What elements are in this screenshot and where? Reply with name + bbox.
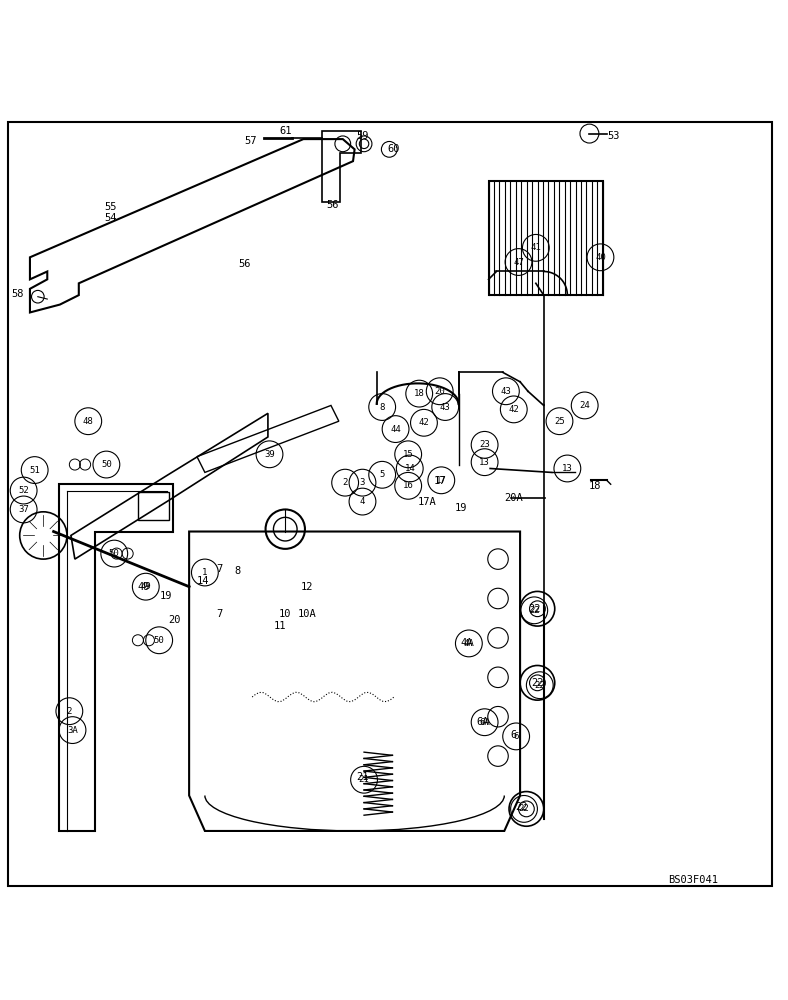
- Text: 61: 61: [279, 126, 292, 136]
- Text: 21: 21: [359, 775, 370, 784]
- Text: 53: 53: [607, 131, 619, 141]
- Text: 56: 56: [326, 200, 339, 210]
- Text: 2: 2: [67, 707, 72, 716]
- Text: 43: 43: [500, 387, 511, 396]
- Text: 2: 2: [343, 478, 348, 487]
- Text: 49: 49: [140, 582, 151, 591]
- Text: 56: 56: [238, 259, 251, 269]
- Text: 12: 12: [301, 582, 314, 592]
- Text: 52: 52: [18, 486, 29, 495]
- Text: 15: 15: [403, 450, 414, 459]
- Text: 58: 58: [11, 289, 24, 299]
- Text: 4A: 4A: [460, 638, 473, 648]
- Text: 59: 59: [356, 131, 369, 141]
- Text: 1: 1: [203, 568, 207, 577]
- Text: 13: 13: [479, 458, 490, 467]
- Text: 18: 18: [414, 389, 425, 398]
- Text: 22: 22: [519, 804, 530, 813]
- Text: 14: 14: [404, 464, 415, 473]
- Text: 11: 11: [273, 621, 286, 631]
- Text: 10: 10: [279, 609, 292, 619]
- Text: 7: 7: [216, 564, 222, 574]
- Text: 50: 50: [154, 636, 165, 645]
- Text: 42: 42: [418, 418, 429, 427]
- Text: 6A: 6A: [476, 717, 489, 727]
- Text: 43: 43: [440, 403, 451, 412]
- Text: 13: 13: [562, 464, 573, 473]
- Text: 41: 41: [530, 243, 541, 252]
- Text: 37: 37: [18, 505, 29, 514]
- Text: 17: 17: [433, 476, 446, 486]
- Text: 14: 14: [197, 576, 210, 586]
- Text: 5: 5: [380, 470, 385, 479]
- Text: 24: 24: [579, 401, 590, 410]
- Text: 6: 6: [511, 730, 517, 740]
- Text: 17: 17: [436, 476, 447, 485]
- Text: 50: 50: [101, 460, 112, 469]
- Text: 3: 3: [360, 478, 365, 487]
- Text: 22: 22: [529, 606, 540, 615]
- Text: 40: 40: [595, 253, 606, 262]
- Text: 4: 4: [360, 497, 365, 506]
- Text: 8: 8: [235, 566, 241, 576]
- Text: 23: 23: [479, 440, 490, 449]
- Text: 22: 22: [515, 802, 528, 812]
- Text: 39: 39: [264, 450, 275, 459]
- Text: 50: 50: [109, 549, 120, 558]
- Text: 16: 16: [403, 481, 414, 490]
- Text: 48: 48: [83, 417, 94, 426]
- Text: 42: 42: [508, 405, 519, 414]
- Text: 19: 19: [159, 591, 172, 601]
- Text: 54: 54: [104, 213, 117, 223]
- Text: 47: 47: [513, 258, 524, 267]
- Text: 22: 22: [534, 681, 545, 690]
- Text: 51: 51: [29, 466, 40, 475]
- Text: 4A: 4A: [463, 639, 474, 648]
- Text: 7: 7: [216, 609, 222, 619]
- Text: 20: 20: [169, 615, 181, 625]
- Text: 20A: 20A: [504, 493, 523, 503]
- Text: 17A: 17A: [418, 497, 437, 507]
- Text: 44: 44: [390, 425, 401, 434]
- Text: 49: 49: [137, 582, 150, 592]
- Text: 18: 18: [589, 481, 601, 491]
- Text: 19: 19: [455, 503, 467, 513]
- Text: 22: 22: [531, 678, 544, 688]
- Text: 22: 22: [528, 604, 541, 614]
- Text: 57: 57: [244, 136, 257, 146]
- Text: 10A: 10A: [298, 609, 317, 619]
- Text: 8: 8: [380, 403, 385, 412]
- Text: 21: 21: [356, 772, 369, 782]
- Text: 60: 60: [388, 144, 400, 154]
- Text: BS03F041: BS03F041: [668, 875, 719, 885]
- Text: 20: 20: [434, 387, 445, 396]
- Text: 3A: 3A: [67, 726, 78, 735]
- Text: 25: 25: [554, 417, 565, 426]
- Text: 6A: 6A: [479, 718, 490, 727]
- Text: 55: 55: [104, 202, 117, 212]
- Bar: [489, 181, 603, 295]
- Text: 6: 6: [514, 732, 519, 741]
